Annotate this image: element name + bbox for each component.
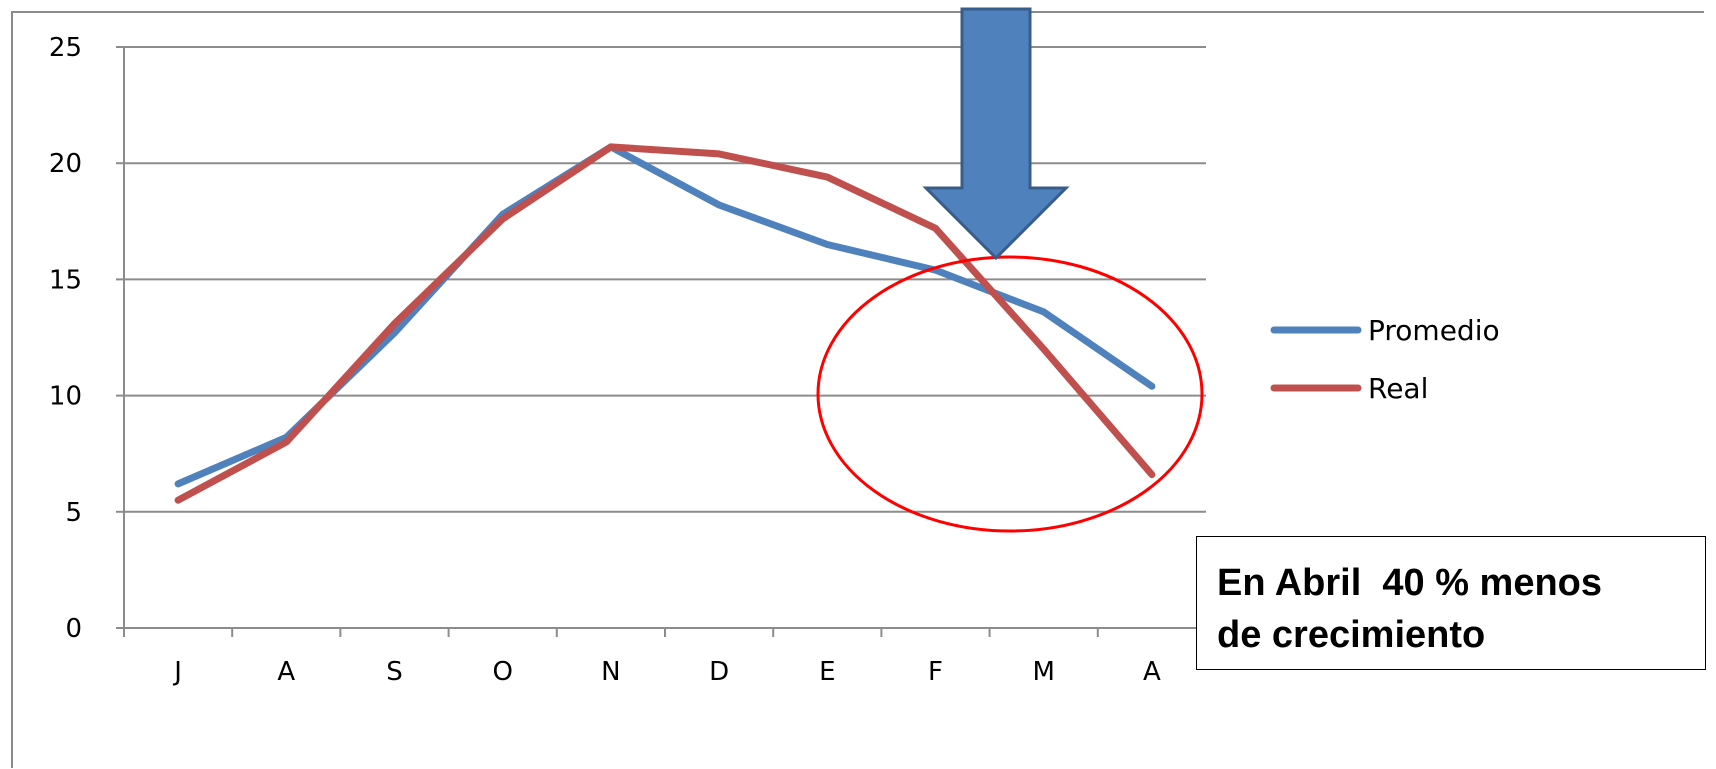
legend: Promedio Real [1270, 314, 1500, 405]
gridlines [124, 46, 1206, 513]
arrow-shape [922, 7, 1070, 261]
axes [123, 47, 1206, 629]
y-tick-label: 15 [49, 265, 82, 295]
annotation-line-1: En Abril 40 % menos [1217, 562, 1603, 604]
x-tick-label: N [601, 657, 620, 687]
y-tick-label: 0 [65, 614, 82, 644]
down-arrow [922, 7, 1070, 261]
series-lines [174, 143, 1156, 504]
x-tick-label: E [819, 657, 835, 687]
legend-label-promedio: Promedio [1368, 314, 1500, 347]
y-axis-ticks: 0 5 10 15 20 25 [49, 33, 124, 644]
chart-frame [11, 11, 1704, 768]
red-ellipse [816, 255, 1204, 533]
x-tick-label: F [928, 657, 943, 687]
x-tick-label: A [277, 657, 295, 687]
x-tick-label: A [1143, 657, 1161, 687]
series-line-real [174, 143, 1156, 504]
annotation-line-2: de crecimiento [1217, 614, 1486, 656]
annotation-box: En Abril 40 % menos de crecimiento [1196, 536, 1706, 670]
x-tick-label: M [1032, 657, 1054, 687]
highlight-circle [816, 255, 1204, 533]
y-tick-label: 10 [49, 382, 82, 412]
x-tick-label: J [172, 657, 182, 687]
x-tick-label: S [386, 657, 403, 687]
y-tick-label: 20 [49, 149, 82, 179]
y-tick-label: 5 [65, 498, 82, 528]
x-tick-label: D [709, 657, 729, 687]
x-tick-label: O [492, 657, 512, 687]
y-tick-label: 25 [49, 33, 82, 63]
legend-label-real: Real [1368, 372, 1428, 405]
